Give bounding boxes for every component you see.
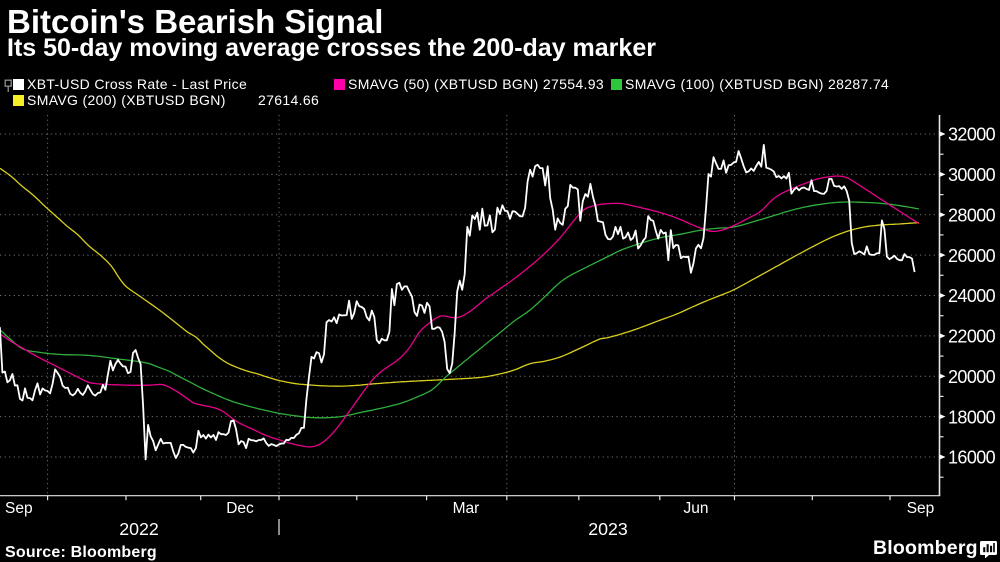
svg-text:26000: 26000 xyxy=(948,246,996,266)
svg-text:2023: 2023 xyxy=(588,519,628,539)
svg-text:24000: 24000 xyxy=(948,286,996,306)
svg-text:16000: 16000 xyxy=(948,448,996,468)
svg-text:28000: 28000 xyxy=(948,205,996,225)
svg-text:30000: 30000 xyxy=(948,165,996,185)
svg-text:18000: 18000 xyxy=(948,407,996,427)
svg-text:32000: 32000 xyxy=(948,125,996,145)
svg-text:Sep: Sep xyxy=(5,500,33,517)
svg-text:Jun: Jun xyxy=(684,500,709,517)
svg-text:20000: 20000 xyxy=(948,367,996,387)
svg-text:Sep: Sep xyxy=(907,500,935,517)
svg-text:22000: 22000 xyxy=(948,327,996,347)
svg-text:2022: 2022 xyxy=(119,519,159,539)
svg-text:Mar: Mar xyxy=(453,500,480,517)
svg-text:Dec: Dec xyxy=(226,500,254,517)
